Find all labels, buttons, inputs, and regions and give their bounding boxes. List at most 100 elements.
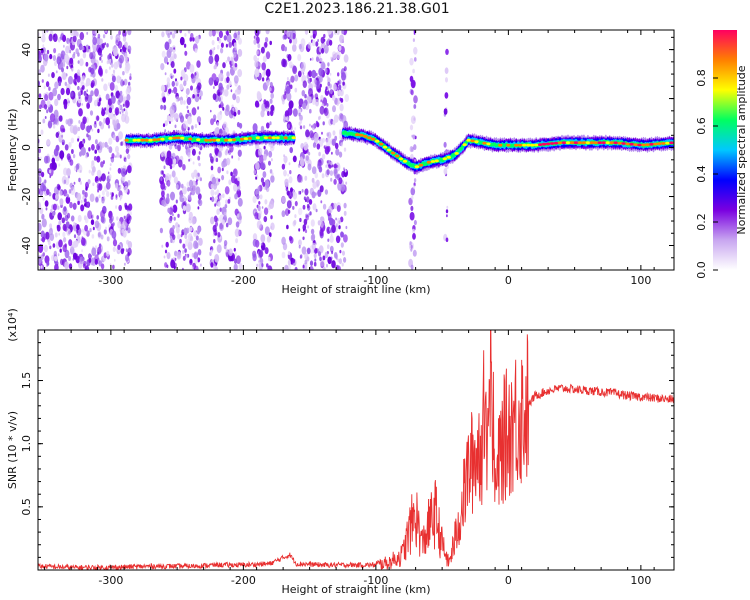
noise-speckle [292, 108, 298, 117]
noise-speckle [281, 196, 286, 204]
ridge-peak [653, 142, 658, 146]
noise-speckle [40, 64, 45, 73]
noise-speckle [410, 115, 416, 124]
noise-speckle [268, 160, 271, 166]
noise-speckle [56, 224, 59, 229]
noise-speckle [327, 30, 333, 35]
noise-speckle [54, 263, 59, 270]
noise-speckle [90, 73, 93, 77]
x-tick-label: -200 [231, 274, 256, 287]
noise-speckle [413, 144, 417, 151]
noise-speckle [255, 36, 260, 44]
noise-speckle [267, 111, 270, 116]
noise-speckle [85, 186, 88, 191]
colorbar-label: Normalized spectral amplitude [735, 65, 748, 234]
noise-speckle [72, 35, 77, 43]
noise-speckle [121, 220, 127, 230]
noise-speckle [187, 115, 192, 125]
noise-speckle [48, 33, 53, 42]
noise-speckle [66, 168, 71, 177]
noise-speckle [162, 123, 166, 128]
noise-speckle [128, 81, 131, 87]
noise-speckle [82, 263, 86, 269]
noise-speckle [217, 92, 221, 97]
noise-speckle [294, 214, 297, 219]
noise-speckle [52, 87, 58, 97]
noise-speckle [315, 80, 321, 90]
ridge-peak [541, 142, 547, 146]
noise-speckle [267, 265, 273, 270]
noise-speckle [124, 41, 128, 48]
noise-speckle [333, 202, 337, 210]
y-tick-label: 40 [20, 43, 33, 57]
noise-speckle [333, 163, 337, 169]
ridge-peak [585, 141, 591, 145]
noise-speckle [339, 97, 342, 102]
noise-speckle [256, 263, 259, 267]
noise-speckle [86, 133, 89, 138]
noise-speckle [170, 191, 175, 201]
noise-speckle [160, 104, 164, 110]
noise-speckle [313, 132, 319, 142]
ridge-peak [506, 143, 511, 147]
noise-speckle [284, 110, 289, 118]
noise-speckle [182, 250, 185, 254]
noise-speckle [40, 50, 44, 56]
noise-speckle [108, 137, 113, 145]
noise-speckle [184, 248, 187, 253]
noise-speckle [56, 183, 61, 190]
noise-speckle [312, 98, 316, 105]
noise-speckle [64, 53, 69, 62]
noise-speckle [119, 90, 123, 95]
noise-speckle [91, 160, 95, 166]
noise-speckle [47, 73, 50, 77]
noise-speckle [343, 202, 347, 209]
noise-speckle [218, 178, 221, 182]
noise-speckle [212, 224, 217, 233]
noise-speckle [208, 55, 214, 64]
noise-speckle [41, 171, 45, 178]
noise-speckle [326, 132, 329, 137]
noise-speckle [327, 256, 332, 265]
noise-speckle [292, 205, 295, 210]
noise-speckle [88, 45, 91, 50]
noise-speckle [44, 94, 49, 101]
noise-speckle [237, 48, 243, 57]
noise-speckle [320, 61, 326, 70]
noise-speckle [109, 82, 115, 91]
noise-speckle [172, 74, 175, 78]
ridge-peak [434, 159, 439, 163]
noise-speckle [323, 44, 329, 54]
noise-speckle [337, 182, 342, 191]
noise-speckle [48, 169, 52, 174]
ridge-peak [247, 137, 253, 140]
noise-speckle [340, 184, 345, 192]
noise-speckle [285, 85, 291, 94]
noise-speckle [120, 141, 124, 146]
noise-speckle [40, 230, 45, 238]
noise-speckle [228, 248, 233, 257]
noise-speckle [324, 189, 328, 195]
noise-speckle [315, 56, 320, 62]
noise-speckle [281, 99, 285, 105]
noise-speckle [219, 207, 222, 212]
noise-speckle [78, 253, 81, 257]
noise-speckle [300, 38, 306, 47]
noise-speckle [336, 30, 340, 35]
ridge-peak [172, 136, 177, 140]
noise-speckle [163, 56, 169, 64]
noise-speckle [189, 258, 193, 266]
noise-speckle [238, 37, 242, 45]
noise-speckle [210, 118, 215, 126]
noise-speckle [340, 216, 344, 223]
noise-speckle [122, 81, 125, 86]
noise-speckle [286, 30, 291, 38]
noise-speckle [192, 161, 195, 165]
noise-speckle [237, 109, 241, 115]
spectrogram-x-ticks: -300 -200 -100 0 100 [44, 30, 655, 287]
noise-speckle [46, 49, 50, 55]
noise-speckle [228, 80, 232, 87]
noise-speckle [176, 226, 180, 234]
noise-speckle [253, 55, 257, 62]
